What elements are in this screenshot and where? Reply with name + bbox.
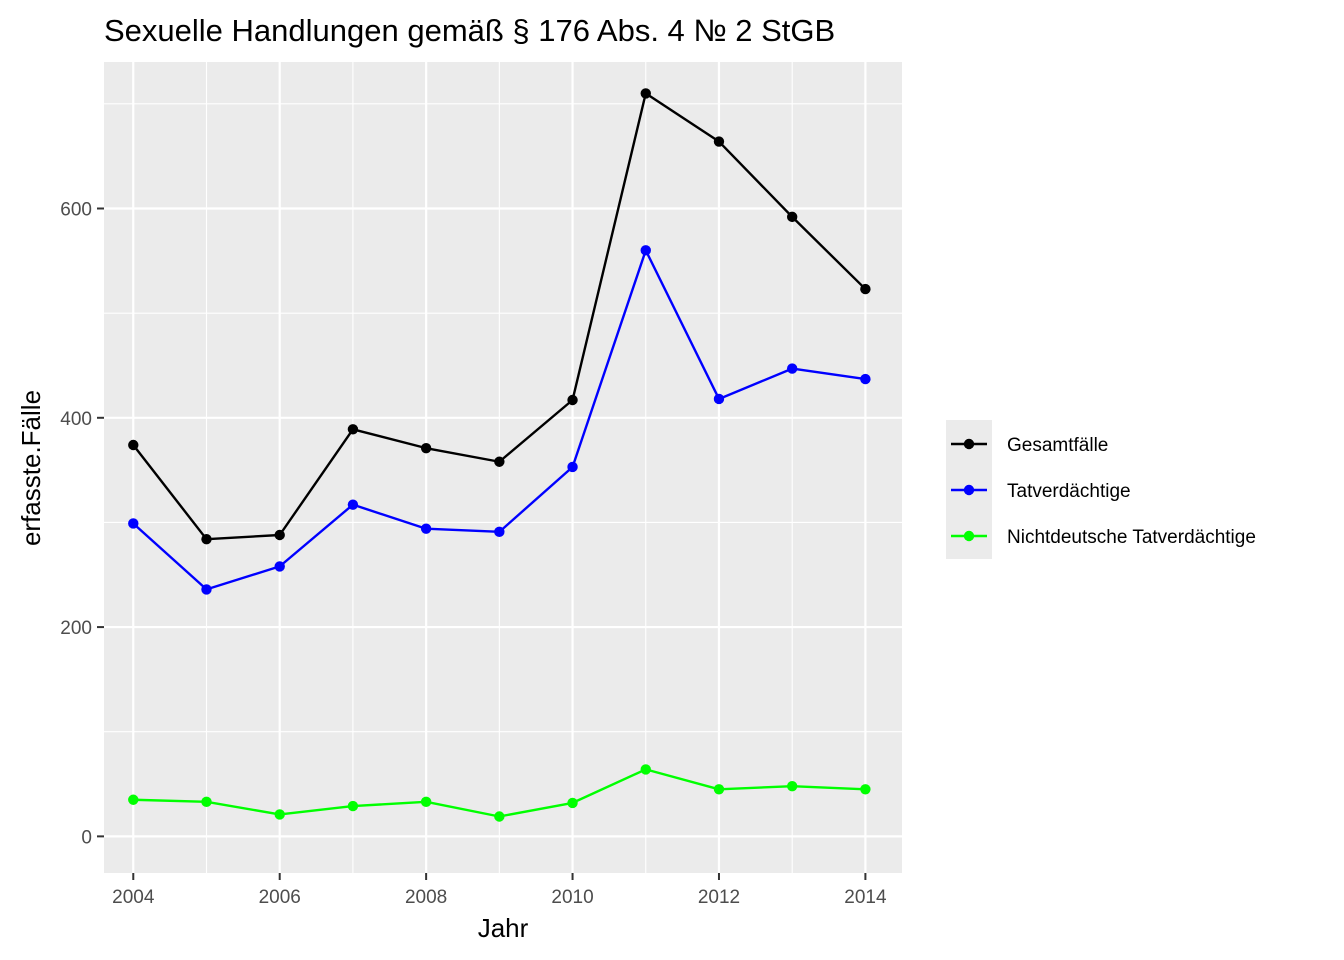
data-point: [786, 363, 798, 374]
data-point: [713, 136, 725, 147]
x-tick-label: 2012: [698, 887, 740, 908]
data-point: [128, 794, 139, 805]
x-tick-label: 2014: [844, 887, 887, 908]
y-tick-label: 600: [60, 200, 92, 221]
data-point: [201, 796, 212, 808]
x-tick-label: 2006: [259, 887, 301, 908]
legend-label: Gesamtfälle: [1007, 435, 1108, 456]
x-axis-title: Jahr: [478, 913, 529, 943]
data-point: [786, 211, 798, 223]
data-point: [128, 439, 139, 451]
legend-label: Nichtdeutsche Tatverdächtige: [1007, 527, 1256, 548]
legend-key-point: [963, 438, 975, 450]
data-point: [567, 797, 578, 809]
data-point: [786, 780, 798, 792]
data-point: [640, 88, 651, 99]
data-point: [347, 800, 359, 812]
x-tick-label: 2010: [551, 887, 593, 908]
data-point: [640, 764, 651, 775]
data-point: [494, 811, 505, 822]
data-point: [274, 809, 285, 820]
data-point: [347, 424, 359, 435]
data-point: [567, 461, 578, 473]
chart-title: Sexuelle Handlungen gemäß § 176 Abs. 4 №…: [104, 13, 835, 48]
data-point: [274, 529, 285, 541]
data-point: [567, 394, 578, 406]
data-point: [640, 245, 651, 256]
y-axis-title: erfasste.Fälle: [16, 390, 46, 546]
data-point: [494, 456, 505, 467]
y-tick-label: 0: [81, 827, 92, 848]
legend-key-point: [963, 484, 975, 496]
data-point: [201, 533, 212, 545]
data-point: [860, 784, 871, 795]
data-point: [860, 373, 871, 385]
data-point: [420, 796, 432, 808]
data-point: [860, 283, 871, 295]
grid-minor: [104, 62, 902, 873]
data-point: [420, 442, 432, 454]
legend-key-point: [963, 530, 975, 542]
data-point: [274, 561, 285, 572]
data-point: [128, 518, 139, 529]
axis-ticks: 2004 2006 2008 2010 2012 2014 0 200 400 600: [60, 200, 887, 908]
data-point: [494, 526, 505, 538]
legend: Gesamtfälle Tatverdächtige Nichtdeutsche T…: [946, 420, 1256, 559]
x-tick-label: 2004: [112, 887, 155, 908]
data-point: [347, 499, 359, 510]
y-tick-label: 400: [60, 409, 92, 430]
y-tick-label: 200: [60, 618, 92, 639]
series-layer: [128, 88, 871, 822]
legend-label: Tatverdächtige: [1007, 481, 1131, 502]
plot-panel: [104, 62, 902, 873]
data-point: [713, 393, 725, 405]
data-point: [420, 523, 432, 534]
data-point: [713, 784, 725, 795]
x-tick-label: 2008: [405, 887, 447, 908]
data-point: [201, 584, 212, 595]
